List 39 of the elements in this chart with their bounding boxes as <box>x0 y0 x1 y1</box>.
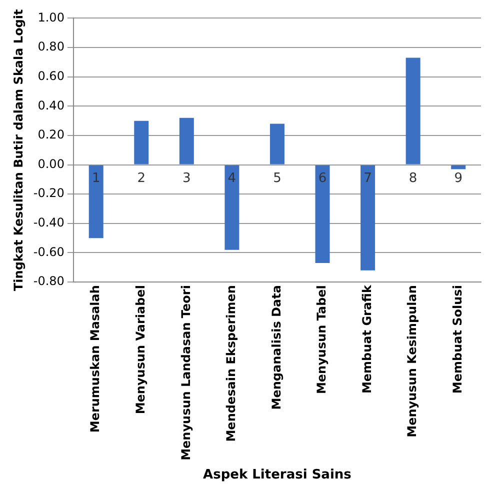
x-tick-label: Merumuskan Masalah <box>88 285 102 433</box>
x-axis-title: Aspek Literasi Sains <box>203 468 352 483</box>
y-tick-label: 0.20 <box>38 128 64 142</box>
y-tick-label: -0.80 <box>33 274 64 288</box>
x-tick-label: Menyusun Tabel <box>314 285 329 394</box>
y-tick-label: -0.40 <box>33 216 64 230</box>
bar <box>406 58 420 164</box>
annotation: 7 <box>364 171 372 186</box>
y-tick-label: 0.60 <box>38 68 64 83</box>
bar <box>179 118 194 164</box>
annotation: 1 <box>92 171 100 186</box>
y-tick-label: 0.80 <box>38 40 64 54</box>
bar <box>360 165 376 270</box>
x-tick-label: Menyusun Landasan Teori <box>178 285 193 460</box>
x-tick-label: Menyusun Variabel <box>134 285 148 414</box>
annotation: 6 <box>318 171 327 186</box>
bar <box>270 124 284 164</box>
x-tick-label: Membuat Solusi <box>450 285 464 394</box>
y-tick-label: 0.00 <box>38 156 64 171</box>
y-axis-title: Tingkat Kesulitan Butir dalam Skala Logit <box>11 8 26 292</box>
bar <box>134 120 149 164</box>
annotation: 5 <box>273 171 282 186</box>
annotation: 3 <box>182 171 191 186</box>
y-tick-label: 0.40 <box>38 98 64 112</box>
annotation: 4 <box>228 171 236 186</box>
x-tick-label: Menyusun Kesimpulan <box>405 285 420 438</box>
x-tick-label: Mendesain Eksperimen <box>224 285 238 442</box>
bar <box>315 165 330 264</box>
y-tick-label: -0.20 <box>33 186 64 200</box>
y-tick-label: -0.60 <box>33 244 64 259</box>
bar <box>88 165 104 238</box>
bar <box>224 165 240 250</box>
annotation: 2 <box>137 171 146 186</box>
annotation: 8 <box>408 171 418 186</box>
x-tick-label: Membuat Grafik <box>360 284 374 394</box>
y-tick-label: 1.00 <box>38 10 64 24</box>
annotation: 9 <box>454 171 462 186</box>
x-tick-label: Menganalisis Data <box>269 285 284 410</box>
bar <box>451 165 466 170</box>
